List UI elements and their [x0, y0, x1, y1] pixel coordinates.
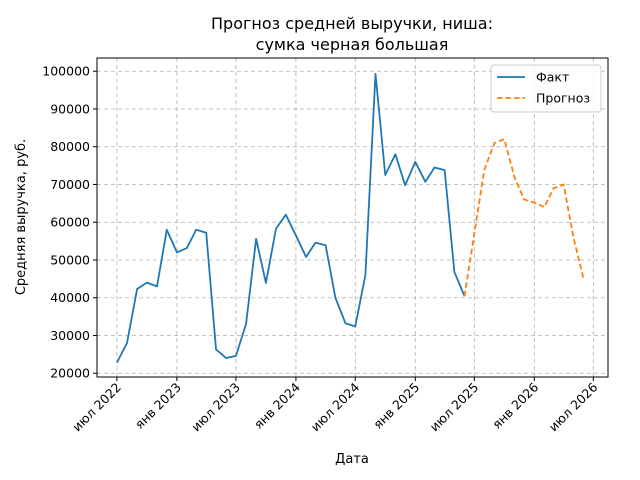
grid-layer [97, 58, 608, 377]
x-tick-label: янв 2025 [370, 380, 422, 432]
x-tick-label: июл 2024 [308, 379, 363, 434]
x-axis-label: Дата [335, 452, 369, 467]
y-tick-label: 50000 [50, 252, 90, 267]
y-tick-label: 100000 [42, 64, 90, 79]
y-tick-label: 30000 [50, 328, 90, 343]
x-tick-label: янв 2026 [489, 379, 541, 431]
y-tick-label: 70000 [50, 177, 90, 192]
x-axis: июл 2022 янв 2023 июл 2023 янв 2024 июл 2024… [69, 377, 600, 434]
y-axis: 20000 30000 40000 50000 60000 70000 80000 90000… [42, 64, 97, 381]
plot-frame [96, 57, 609, 378]
x-tick-label: июл 2022 [69, 380, 124, 435]
legend-label-forecast: Прогноз [536, 91, 590, 106]
legend-label-fact: Факт [536, 70, 569, 85]
x-tick-label: янв 2023 [132, 380, 184, 432]
chart-title-line-1: Прогноз средней выручки, ниша: [211, 14, 493, 33]
x-tick-label: янв 2024 [251, 379, 303, 431]
y-tick-label: 40000 [50, 290, 90, 305]
y-tick-label: 90000 [50, 101, 90, 116]
legend: Факт Прогноз [490, 64, 602, 113]
series-line-forecast [463, 138, 585, 297]
x-tick-label: июл 2023 [188, 380, 243, 435]
y-tick-label: 60000 [50, 215, 90, 230]
y-axis-label: Средняя выручка, руб. [14, 139, 29, 295]
series-layer [116, 72, 585, 364]
y-tick-label: 20000 [50, 366, 90, 381]
chart-title-line-2: сумка черная большая [256, 35, 449, 54]
y-tick-label: 80000 [50, 139, 90, 154]
series-line-fact [116, 72, 466, 364]
x-tick-label: июл 2025 [427, 380, 482, 435]
x-tick-label: июл 2026 [546, 379, 601, 434]
